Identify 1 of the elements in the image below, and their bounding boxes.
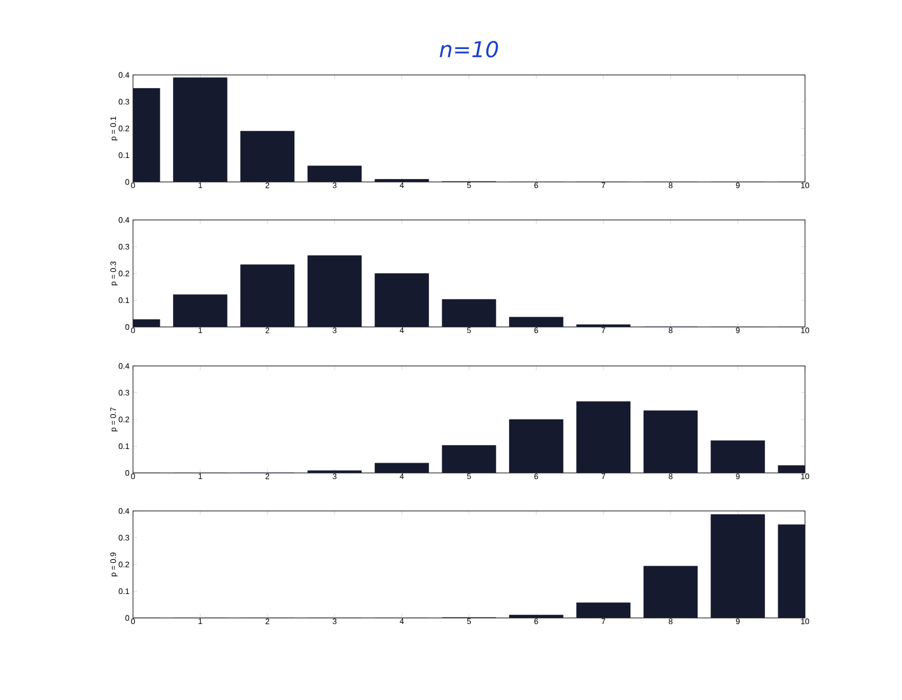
chart-title: n=10 xyxy=(440,40,498,58)
